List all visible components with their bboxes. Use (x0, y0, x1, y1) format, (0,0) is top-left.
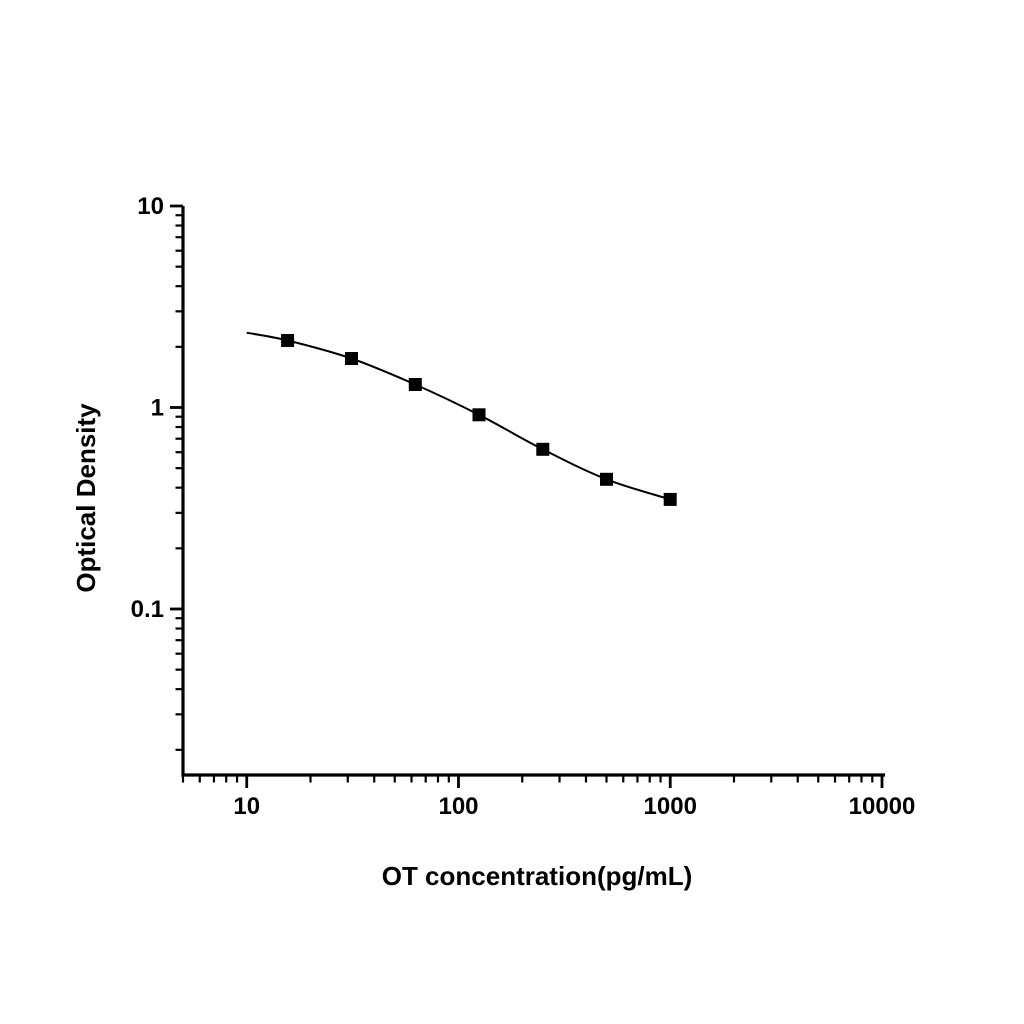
data-series (246, 331, 677, 506)
data-point-marker (281, 334, 295, 347)
axis-ticks (170, 204, 884, 788)
data-point-marker (472, 408, 486, 422)
x-tick-label: 10000 (849, 793, 916, 820)
data-point-marker (600, 472, 613, 486)
x-tick-label: 10 (233, 793, 260, 820)
axes (181, 206, 885, 777)
y-tick-label: 10 (137, 193, 164, 220)
x-axis-title: OT concentration(pg/mL) (382, 861, 693, 891)
data-point-marker (345, 352, 358, 365)
x-tick-label: 1000 (644, 793, 697, 820)
y-axis-title: Optical Density (71, 403, 101, 593)
x-tick-label: 100 (438, 793, 478, 820)
axis-tick-labels: 10 100 1000 10000 10 1 0.1 (131, 193, 916, 820)
y-tick-label: 1 (151, 394, 164, 421)
data-point-marker (663, 492, 677, 506)
y-tick-label: 0.1 (131, 596, 164, 623)
axis-spines (181, 206, 885, 777)
data-point-marker (536, 442, 550, 456)
data-point-marker (408, 378, 422, 391)
